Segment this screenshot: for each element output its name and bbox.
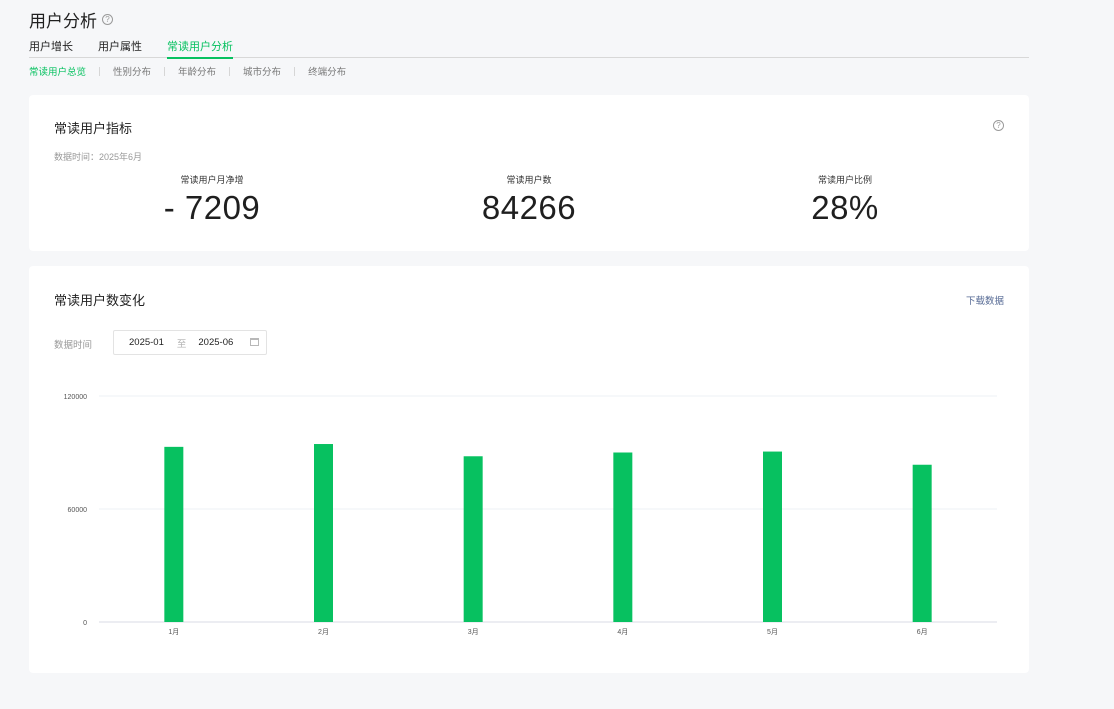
help-icon[interactable]: ? <box>102 14 113 25</box>
subtab-device[interactable]: 终端分布 <box>308 67 347 78</box>
metric-net-growth: 常读用户月净增 - 7209 <box>112 173 312 227</box>
metric-reader-count: 常读用户数 84266 <box>429 173 629 227</box>
y-tick-label: 60000 <box>68 507 88 514</box>
x-tick-label: 2月 <box>318 628 329 636</box>
x-tick-label: 6月 <box>917 628 928 636</box>
x-tick-label: 5月 <box>767 628 778 636</box>
reader-count-bar-chart: 0 60000 120000 1月 2月 3月 4月 5月 6月 <box>64 394 997 636</box>
divider <box>99 66 101 76</box>
date-range-label: 数据时间 <box>54 340 93 351</box>
metric-value: - 7209 <box>163 189 261 226</box>
metrics-card-title: 常读用户指标 <box>54 121 133 136</box>
metric-label: 常读用户比例 <box>817 175 872 185</box>
tab-user-growth[interactable]: 用户增长 <box>29 41 73 53</box>
bar <box>763 451 782 622</box>
metric-value: 84266 <box>481 189 577 226</box>
trend-card-title: 常读用户数变化 <box>54 293 146 308</box>
x-tick-label: 4月 <box>617 628 628 636</box>
sub-tabs: 常读用户总览 性别分布 年龄分布 城市分布 终端分布 <box>29 64 346 78</box>
divider <box>229 66 231 76</box>
subtab-age[interactable]: 年龄分布 <box>178 67 217 78</box>
tab-frequent-readers[interactable]: 常读用户分析 <box>167 38 233 59</box>
date-range-picker[interactable]: 2025-01 至 2025-06 <box>113 330 267 355</box>
range-separator: 至 <box>176 338 187 350</box>
metric-label: 常读用户月净增 <box>180 175 244 185</box>
calendar-icon[interactable] <box>250 338 259 346</box>
metric-value: 28% <box>811 189 879 226</box>
help-icon[interactable]: ? <box>993 120 1004 131</box>
trend-card: 常读用户数变化 下载数据 数据时间 2025-01 至 2025-06 0 600… <box>29 266 1029 673</box>
divider <box>294 66 296 76</box>
metrics-card: 常读用户指标 ? 数据时间：2025年6月 常读用户月净增 - 7209 常读用… <box>29 95 1029 251</box>
subtab-city[interactable]: 城市分布 <box>243 67 282 78</box>
y-tick-label: 0 <box>83 620 87 627</box>
x-tick-label: 1月 <box>168 628 179 636</box>
bar <box>613 452 633 622</box>
bar <box>463 456 483 622</box>
metric-label: 常读用户数 <box>506 175 552 185</box>
bar <box>164 446 184 622</box>
bar <box>314 444 333 622</box>
tab-user-attributes[interactable]: 用户属性 <box>98 41 142 53</box>
subtab-gender[interactable]: 性别分布 <box>113 67 152 78</box>
page-title: 用户分析 ? <box>29 7 113 32</box>
metric-reader-ratio: 常读用户比例 28% <box>745 173 945 227</box>
divider <box>164 66 166 76</box>
page-title-text: 用户分析 <box>29 12 97 31</box>
main-tabs: 用户增长 用户属性 常读用户分析 <box>29 38 1029 59</box>
x-tick-label: 3月 <box>468 628 479 636</box>
bar <box>912 464 932 622</box>
subtab-overview[interactable]: 常读用户总览 <box>29 67 87 78</box>
y-tick-label: 120000 <box>64 394 87 401</box>
data-time: 数据时间：2025年6月 <box>54 152 143 162</box>
download-data-link[interactable]: 下载数据 <box>965 296 1004 307</box>
range-start-input[interactable]: 2025-01 <box>129 337 164 348</box>
range-end-input[interactable]: 2025-06 <box>198 337 234 348</box>
